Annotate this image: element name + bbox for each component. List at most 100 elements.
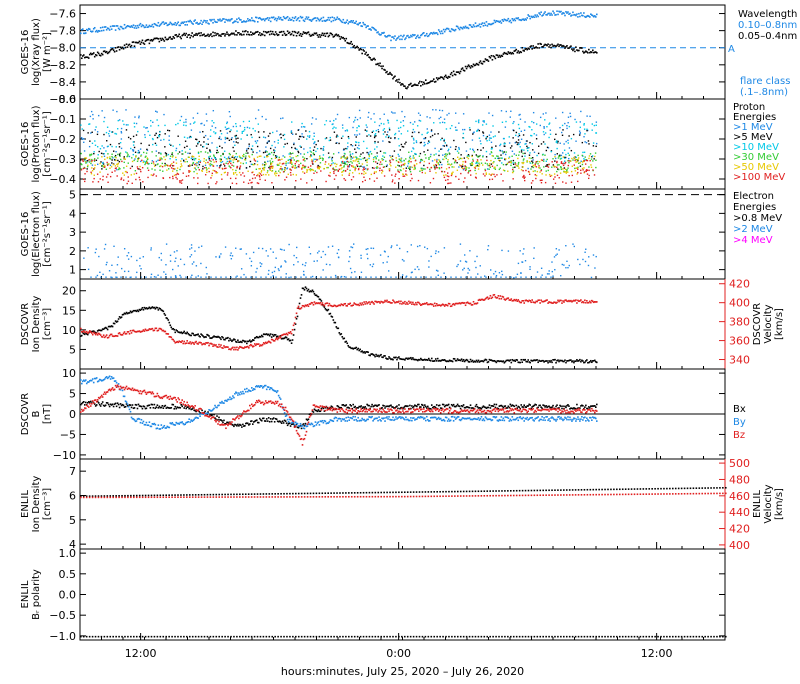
data-point	[158, 330, 160, 332]
data-point	[80, 54, 82, 56]
data-point	[234, 339, 236, 341]
data-point	[388, 120, 389, 121]
data-point	[225, 138, 226, 139]
data-point	[129, 312, 131, 314]
data-point	[510, 362, 512, 364]
data-point	[435, 153, 436, 154]
data-point	[213, 165, 214, 166]
data-point	[417, 266, 418, 267]
data-point	[156, 119, 157, 120]
data-point	[492, 166, 493, 167]
data-point	[569, 155, 570, 156]
data-point	[595, 160, 596, 161]
data-point	[323, 146, 324, 147]
data-point	[394, 134, 395, 135]
data-point	[119, 155, 120, 156]
data-point	[528, 15, 530, 17]
data-point	[531, 121, 532, 122]
data-point	[82, 159, 83, 160]
data-point	[120, 159, 121, 160]
data-point	[252, 149, 253, 150]
data-point	[586, 359, 588, 361]
data-point	[356, 164, 357, 165]
data-point	[241, 34, 243, 36]
data-point	[296, 174, 297, 175]
data-point	[203, 161, 204, 162]
data-point	[224, 35, 226, 37]
data-point	[593, 254, 594, 255]
data-point	[106, 264, 107, 265]
data-point	[87, 247, 88, 248]
data-point	[203, 33, 205, 35]
data-point	[413, 155, 414, 156]
data-point	[403, 125, 404, 126]
data-point	[258, 131, 259, 132]
data-point	[256, 169, 257, 170]
data-point	[118, 143, 119, 144]
data-point	[340, 158, 341, 159]
data-point	[546, 150, 547, 151]
data-point	[495, 21, 497, 23]
data-point	[439, 122, 440, 123]
data-point	[352, 157, 353, 158]
data-point	[579, 134, 580, 135]
data-point	[296, 312, 298, 314]
data-point	[378, 129, 379, 130]
data-point	[373, 168, 374, 169]
data-point	[363, 177, 364, 178]
data-point	[143, 126, 144, 127]
data-point	[327, 167, 328, 168]
data-point	[137, 161, 138, 162]
data-point	[469, 269, 470, 270]
data-point	[451, 166, 452, 167]
data-point	[343, 148, 344, 149]
data-point	[134, 126, 135, 127]
data-point	[556, 148, 557, 149]
data-point	[419, 155, 420, 156]
data-point	[228, 340, 230, 342]
data-point	[538, 167, 539, 168]
data-point	[121, 131, 122, 132]
data-point	[553, 165, 554, 166]
data-point	[200, 160, 201, 161]
data-point	[405, 158, 406, 159]
data-point	[514, 153, 515, 154]
data-point	[558, 249, 559, 250]
data-point	[122, 334, 124, 336]
data-point	[291, 19, 293, 21]
data-point	[335, 275, 336, 276]
data-point	[455, 29, 457, 31]
data-point	[93, 151, 94, 152]
data-point	[379, 62, 381, 64]
data-point	[438, 150, 439, 151]
data-point	[135, 156, 136, 157]
data-point	[177, 35, 179, 37]
data-point	[121, 132, 122, 133]
data-point	[582, 152, 583, 153]
data-point	[309, 34, 311, 36]
data-point	[443, 29, 445, 31]
data-point	[512, 178, 513, 179]
data-point	[472, 360, 474, 362]
data-point	[417, 125, 418, 126]
data-point	[407, 35, 409, 37]
data-point	[325, 138, 326, 139]
data-point	[460, 260, 461, 261]
data-point	[204, 124, 205, 125]
data-point	[354, 148, 355, 149]
data-point	[541, 173, 542, 174]
data-point	[219, 346, 221, 348]
data-point	[552, 10, 554, 12]
data-point	[101, 110, 102, 111]
data-point	[417, 246, 418, 247]
data-point	[396, 359, 398, 361]
data-point	[286, 168, 287, 169]
data-point	[529, 266, 530, 267]
data-point	[331, 21, 333, 23]
data-point	[216, 181, 217, 182]
data-point	[559, 177, 560, 178]
data-point	[290, 172, 291, 173]
data-point	[469, 129, 470, 130]
data-point	[388, 141, 389, 142]
data-point	[153, 173, 154, 174]
